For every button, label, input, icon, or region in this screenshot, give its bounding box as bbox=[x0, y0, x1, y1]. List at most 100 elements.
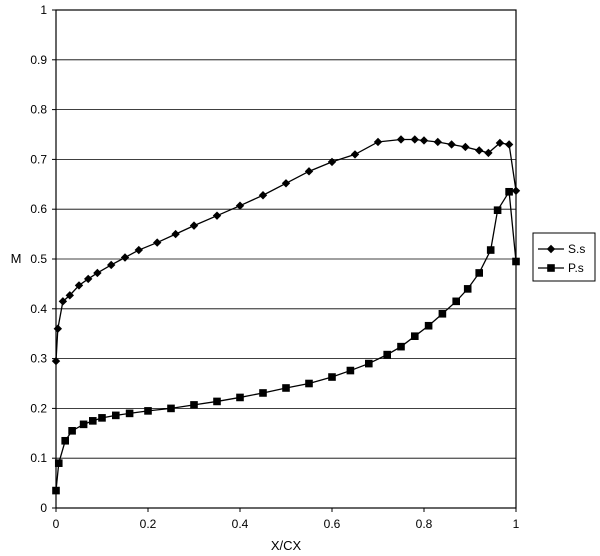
data-point bbox=[304, 167, 314, 176]
data-point bbox=[61, 436, 69, 445]
y-axis-label: M bbox=[11, 251, 22, 266]
y-tick-label: 0.6 bbox=[30, 202, 47, 216]
data-point bbox=[282, 384, 290, 392]
data-point bbox=[486, 246, 495, 254]
data-point bbox=[189, 221, 199, 230]
data-point bbox=[74, 281, 84, 290]
data-point bbox=[397, 342, 405, 351]
data-point bbox=[463, 285, 472, 293]
data-point bbox=[79, 420, 88, 429]
data-point bbox=[65, 291, 74, 300]
x-axis-label: X/CX bbox=[271, 538, 302, 553]
data-point bbox=[396, 135, 406, 144]
legend-marker bbox=[546, 244, 556, 254]
data-point bbox=[411, 332, 419, 340]
data-point bbox=[475, 269, 483, 277]
data-point bbox=[504, 140, 514, 149]
data-point bbox=[495, 138, 505, 148]
y-axis: 0 0.1 0.2 0.3 0.4 0.5 0.6 0.7 0.8 0.9 1 bbox=[30, 3, 56, 515]
x-tick-label: 0.2 bbox=[140, 517, 157, 531]
y-tick-label: 0.1 bbox=[30, 451, 47, 465]
y-tick-label: 0.9 bbox=[30, 53, 47, 67]
y-tick-label: 0.5 bbox=[30, 252, 47, 266]
legend-marker bbox=[547, 264, 555, 272]
legend-item-S.s: S.s bbox=[538, 242, 585, 256]
x-tick-label: 1 bbox=[513, 517, 520, 531]
data-point bbox=[213, 397, 221, 406]
data-point bbox=[447, 140, 456, 149]
data-point bbox=[212, 211, 222, 220]
data-point bbox=[373, 137, 383, 147]
grid bbox=[56, 59, 516, 459]
series-P.s bbox=[52, 187, 520, 495]
data-point bbox=[68, 427, 76, 435]
data-point bbox=[350, 150, 360, 159]
data-point bbox=[305, 379, 313, 388]
data-point bbox=[505, 187, 513, 196]
series-line bbox=[55, 189, 517, 491]
data-point bbox=[452, 297, 460, 306]
x-tick-label: 0.6 bbox=[324, 517, 341, 531]
x-tick-label: 0 bbox=[53, 517, 60, 531]
data-point bbox=[112, 411, 120, 420]
legend-label: S.s bbox=[568, 242, 585, 256]
y-tick-label: 0.3 bbox=[30, 352, 47, 366]
data-point bbox=[93, 268, 102, 278]
data-point bbox=[410, 135, 419, 144]
data-point bbox=[84, 274, 93, 284]
data-point bbox=[419, 136, 429, 145]
data-point bbox=[125, 409, 134, 418]
data-point bbox=[346, 366, 355, 375]
data-point bbox=[98, 414, 106, 422]
series-layer bbox=[51, 135, 521, 495]
y-tick-label: 0.4 bbox=[30, 302, 47, 316]
series-line bbox=[55, 138, 517, 362]
data-point bbox=[89, 417, 97, 425]
data-point bbox=[511, 186, 521, 195]
data-point bbox=[327, 157, 337, 167]
data-point bbox=[512, 257, 520, 266]
y-tick-label: 0 bbox=[40, 501, 47, 515]
data-point bbox=[54, 459, 63, 467]
data-point bbox=[53, 324, 63, 333]
legend: S.s P.s bbox=[532, 232, 596, 282]
legend-label: P.s bbox=[568, 261, 584, 275]
data-point bbox=[258, 191, 268, 200]
series-S.s bbox=[51, 135, 521, 366]
legend-item-P.s: P.s bbox=[538, 261, 584, 275]
x-tick-label: 0.4 bbox=[232, 517, 249, 531]
data-point bbox=[167, 404, 175, 413]
data-point bbox=[144, 407, 152, 415]
data-point bbox=[365, 359, 373, 368]
x-tick-label: 0.8 bbox=[416, 517, 433, 531]
data-point bbox=[236, 393, 244, 402]
data-point bbox=[475, 146, 484, 155]
data-point bbox=[134, 245, 143, 255]
data-point bbox=[424, 321, 433, 330]
legend-box bbox=[532, 232, 596, 282]
data-point bbox=[171, 229, 180, 239]
data-point bbox=[433, 137, 442, 147]
data-point bbox=[153, 238, 162, 247]
y-tick-label: 0.2 bbox=[30, 401, 47, 415]
y-tick-label: 1 bbox=[40, 3, 47, 17]
data-point bbox=[52, 486, 60, 495]
data-point bbox=[259, 389, 267, 397]
data-point bbox=[120, 253, 130, 262]
y-tick-label: 0.7 bbox=[30, 152, 47, 166]
data-point bbox=[484, 148, 493, 158]
data-point bbox=[107, 260, 116, 270]
x-axis: 0 0.2 0.4 0.6 0.8 1 bbox=[53, 508, 520, 531]
data-point bbox=[493, 206, 502, 214]
y-tick-label: 0.8 bbox=[30, 103, 47, 117]
data-point bbox=[190, 401, 198, 409]
data-point bbox=[438, 309, 447, 318]
data-point bbox=[58, 297, 68, 306]
data-point bbox=[51, 356, 61, 366]
data-point bbox=[461, 142, 470, 152]
data-point bbox=[281, 179, 291, 188]
data-point bbox=[328, 373, 336, 381]
data-point bbox=[383, 350, 391, 359]
data-point bbox=[235, 201, 245, 210]
